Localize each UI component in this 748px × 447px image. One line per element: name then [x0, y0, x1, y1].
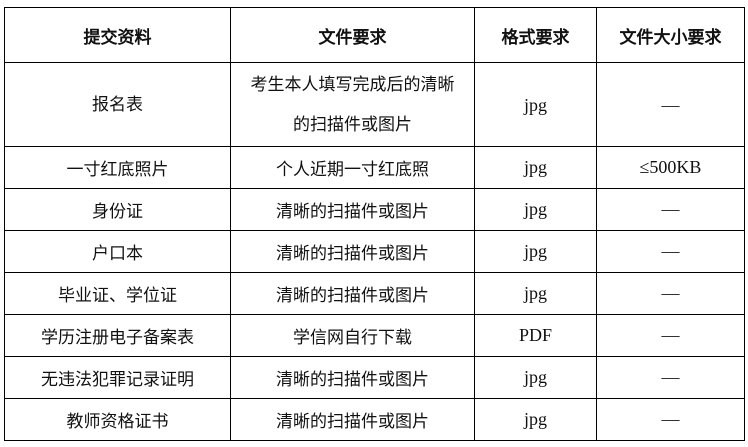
size-cell: — — [596, 62, 745, 147]
format-cell: jpg — [474, 356, 597, 399]
table-header-row: 提交资料 文件要求 格式要求 文件大小要求 — [4, 7, 745, 63]
table-row: 学历注册电子备案表 学信网自行下载 PDF — — [4, 314, 745, 357]
size-cell: — — [596, 398, 745, 441]
format-cell: jpg — [474, 230, 597, 273]
material-cell: 学历注册电子备案表 — [4, 314, 231, 357]
format-cell: PDF — [474, 314, 597, 357]
material-cell: 户口本 — [4, 230, 231, 273]
material-cell: 毕业证、学位证 — [4, 272, 231, 315]
format-cell: jpg — [474, 146, 597, 189]
header-cell: 文件大小要求 — [596, 7, 745, 63]
size-cell: — — [596, 314, 745, 357]
requirement-cell: 学信网自行下载 — [230, 314, 475, 357]
material-cell: 身份证 — [4, 188, 231, 231]
material-cell: 一寸红底照片 — [4, 146, 231, 189]
table-row: 报名表 考生本人填写完成后的清晰的扫描件或图片 jpg — — [4, 62, 745, 147]
table-row: 一寸红底照片 个人近期一寸红底照 jpg ≤500KB — [4, 146, 745, 189]
requirement-cell: 清晰的扫描件或图片 — [230, 356, 475, 399]
requirement-cell: 个人近期一寸红底照 — [230, 146, 475, 189]
format-cell: jpg — [474, 188, 597, 231]
size-cell: — — [596, 230, 745, 273]
format-cell: jpg — [474, 272, 597, 315]
requirement-cell: 考生本人填写完成后的清晰的扫描件或图片 — [230, 62, 475, 147]
requirement-cell: 清晰的扫描件或图片 — [230, 188, 475, 231]
header-cell: 提交资料 — [4, 7, 231, 63]
size-cell: — — [596, 188, 745, 231]
table-row: 身份证 清晰的扫描件或图片 jpg — — [4, 188, 745, 231]
requirement-cell: 清晰的扫描件或图片 — [230, 272, 475, 315]
format-cell: jpg — [474, 62, 597, 147]
material-cell: 无违法犯罪记录证明 — [4, 356, 231, 399]
size-cell: — — [596, 356, 745, 399]
table-row: 户口本 清晰的扫描件或图片 jpg — — [4, 230, 745, 273]
material-cell: 报名表 — [4, 62, 231, 147]
table-row: 教师资格证书 清晰的扫描件或图片 jpg — — [4, 398, 745, 441]
material-cell: 教师资格证书 — [4, 398, 231, 441]
header-cell: 格式要求 — [474, 7, 597, 63]
table-row: 毕业证、学位证 清晰的扫描件或图片 jpg — — [4, 272, 745, 315]
table-row: 无违法犯罪记录证明 清晰的扫描件或图片 jpg — — [4, 356, 745, 399]
requirement-cell: 清晰的扫描件或图片 — [230, 230, 475, 273]
format-cell: jpg — [474, 398, 597, 441]
size-cell: — — [596, 272, 745, 315]
materials-table: 提交资料 文件要求 格式要求 文件大小要求 报名表 考生本人填写完成后的清晰的扫描… — [4, 7, 745, 441]
size-cell: ≤500KB — [596, 146, 745, 189]
requirement-cell: 清晰的扫描件或图片 — [230, 398, 475, 441]
header-cell: 文件要求 — [230, 7, 475, 63]
